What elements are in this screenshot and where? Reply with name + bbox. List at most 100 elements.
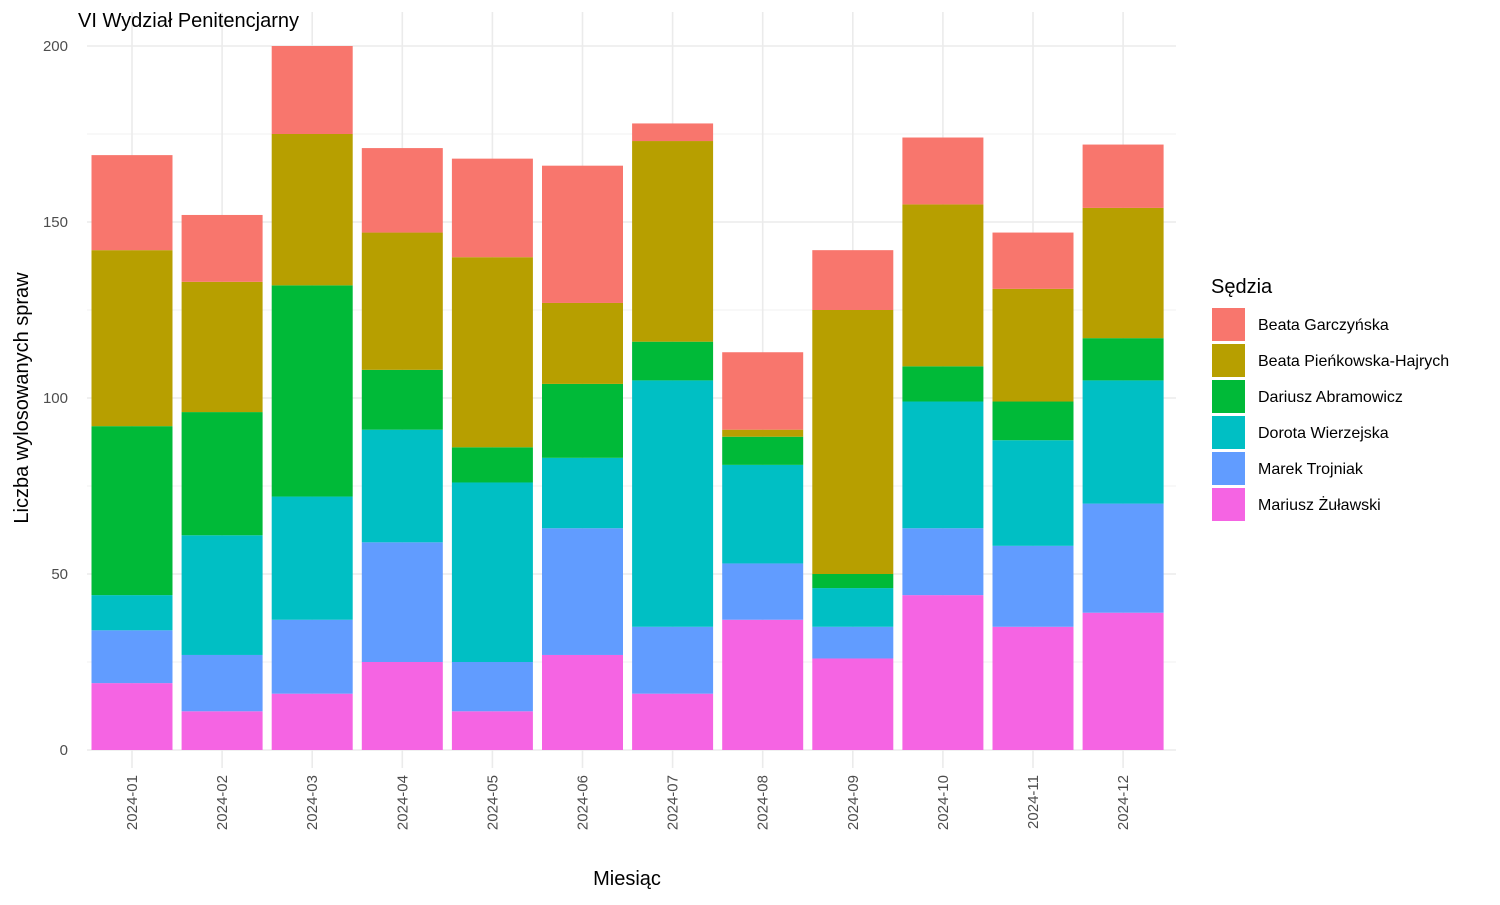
- y-tick-label: 100: [43, 390, 68, 407]
- x-tick-label: 2024-06: [575, 775, 592, 830]
- x-tick-label: 2024-05: [484, 775, 501, 830]
- bar-segment: [812, 588, 894, 627]
- bar-segment: [812, 626, 894, 659]
- bar-segment: [902, 137, 984, 205]
- bar-segment: [451, 662, 533, 712]
- bar-segment: [361, 542, 443, 662]
- bars-layer: [91, 46, 1164, 750]
- legend-item: Mariusz Żuławski: [1212, 488, 1381, 521]
- bar-segment: [542, 383, 623, 458]
- bar-segment: [542, 302, 623, 384]
- x-tick-label: 2024-12: [1115, 775, 1132, 830]
- legend-swatch: [1212, 488, 1245, 521]
- legend-label: Marek Trojniak: [1258, 461, 1364, 478]
- legend-swatch: [1212, 344, 1245, 377]
- legend-swatch: [1212, 452, 1245, 485]
- bar-segment: [902, 528, 984, 596]
- legend-item: Beata Garczyńska: [1212, 308, 1389, 341]
- axis-layer: 0 50 100 150 200 2024-01 2024-02 2024-03 2024-04…: [43, 38, 1132, 830]
- x-tick-label: 2024-03: [304, 775, 321, 830]
- bar-segment: [91, 683, 173, 750]
- bar-segment: [632, 380, 714, 627]
- legend-item: Dariusz Abramowicz: [1212, 380, 1403, 413]
- legend-title: Sędzia: [1211, 276, 1273, 298]
- bar-segment: [542, 528, 623, 655]
- bar-segment: [1082, 144, 1164, 208]
- bar-segment: [451, 482, 533, 662]
- bar-segment: [361, 232, 443, 370]
- y-tick-label: 150: [43, 214, 68, 231]
- bar-segment: [722, 429, 804, 437]
- x-tick-label: 2024-10: [935, 775, 952, 830]
- legend-label: Beata Garczyńska: [1258, 317, 1389, 334]
- bar-segment: [271, 496, 353, 620]
- bar-segment: [722, 619, 804, 750]
- bar-segment: [902, 401, 984, 529]
- bar-segment: [542, 165, 623, 303]
- y-tick-label: 0: [60, 742, 68, 759]
- bar-segment: [1082, 612, 1164, 750]
- bar-segment: [181, 654, 263, 712]
- bar-segment: [902, 366, 984, 402]
- legend-items: Beata Garczyńska Beata Pieńkowska-Hajrych…: [1212, 308, 1449, 521]
- bar-segment: [1082, 207, 1164, 339]
- legend-label: Dariusz Abramowicz: [1258, 389, 1403, 406]
- bar-segment: [632, 341, 714, 381]
- bar-segment: [992, 626, 1074, 750]
- bar-segment: [992, 545, 1074, 627]
- x-tick-label: 2024-07: [665, 775, 682, 830]
- bar-segment: [1082, 503, 1164, 613]
- bar-segment: [271, 285, 353, 497]
- bar-segment: [91, 250, 173, 427]
- y-axis-title: Liczba wylosowanych spraw: [11, 272, 33, 524]
- bar-segment: [812, 250, 894, 310]
- bar-segment: [992, 288, 1074, 402]
- x-tick-label: 2024-08: [755, 775, 772, 830]
- bar-segment: [361, 429, 443, 543]
- y-tick-label: 200: [43, 38, 68, 55]
- bar-segment: [91, 630, 173, 684]
- bar-segment: [361, 662, 443, 750]
- bar-segment: [632, 141, 714, 342]
- bar-segment: [181, 412, 263, 536]
- legend-label: Dorota Wierzejska: [1258, 425, 1389, 442]
- bar-segment: [632, 123, 714, 142]
- bar-segment: [902, 595, 984, 750]
- bar-segment: [722, 464, 804, 564]
- bar-segment: [181, 711, 263, 750]
- y-tick-label: 50: [51, 566, 68, 583]
- bar-segment: [722, 563, 804, 620]
- bar-segment: [632, 626, 714, 694]
- bar-segment: [451, 711, 533, 750]
- bar-segment: [91, 426, 173, 596]
- bar-segment: [271, 693, 353, 750]
- bar-segment: [181, 214, 263, 282]
- bar-segment: [91, 595, 173, 631]
- legend-label: Beata Pieńkowska-Hajrych: [1258, 353, 1449, 370]
- bar-segment: [361, 369, 443, 430]
- legend: Sędzia Beata Garczyńska Beata Pieńkowska-…: [1211, 276, 1449, 521]
- x-axis-title: Miesiąc: [593, 868, 661, 890]
- bar-segment: [902, 204, 984, 367]
- bar-segment: [361, 148, 443, 233]
- bar-segment: [632, 693, 714, 750]
- bar-segment: [91, 155, 173, 251]
- legend-swatch: [1212, 308, 1245, 341]
- chart-title: VI Wydział Penitencjarny: [78, 10, 299, 32]
- bar-segment: [451, 257, 533, 448]
- bar-segment: [271, 46, 353, 134]
- x-tick-label: 2024-11: [1025, 775, 1042, 829]
- legend-item: Dorota Wierzejska: [1212, 416, 1389, 449]
- bar-segment: [1082, 380, 1164, 504]
- bar-segment: [722, 436, 804, 465]
- bar-segment: [812, 658, 894, 750]
- bar-segment: [812, 574, 894, 589]
- legend-swatch: [1212, 416, 1245, 449]
- x-tick-label: 2024-01: [124, 775, 141, 830]
- legend-item: Marek Trojniak: [1212, 452, 1364, 485]
- bar-segment: [181, 535, 263, 655]
- legend-swatch: [1212, 380, 1245, 413]
- bar-segment: [542, 654, 623, 750]
